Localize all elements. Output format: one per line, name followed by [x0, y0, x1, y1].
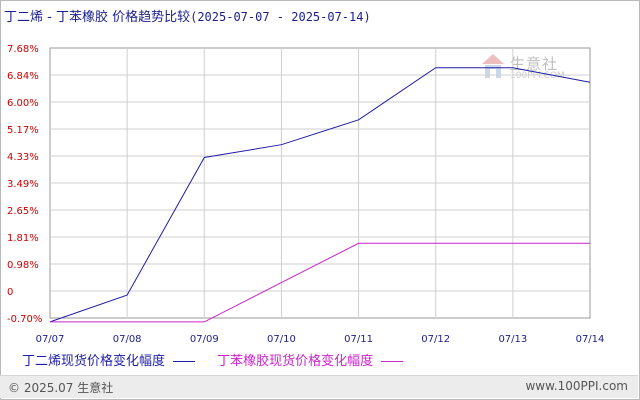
legend-label-series-1: 丁二烯现货价格变化幅度 — [22, 354, 166, 369]
x-tick-label: 07/10 — [267, 334, 296, 345]
x-tick-label: 07/09 — [190, 334, 219, 345]
series-line-1 — [49, 67, 591, 323]
watermark-logo: 生意社 100PPI.COM — [480, 52, 576, 86]
site-url: www.100PPI.com — [525, 379, 628, 393]
title-text: 丁二烯 - 丁苯橡胶 价格趋势比较 — [4, 10, 191, 25]
watermark-subtext: 100PPI.COM — [510, 71, 565, 81]
y-tick-label: 7.68% — [7, 44, 39, 55]
footer-bar: © 2025.07 生意社 www.100PPI.com — [0, 375, 638, 398]
watermark-text: 生意社 — [510, 55, 559, 73]
x-tick-label: 07/14 — [576, 334, 605, 345]
chart-title: 丁二烯 - 丁苯橡胶 价格趋势比较(2025-07-07 - 2025-07-1… — [4, 6, 371, 25]
series-line-2 — [50, 242, 590, 323]
date-range: (2025-07-07 - 2025-07-14) — [190, 10, 371, 24]
legend-item-series-2: 丁苯橡胶现货价格变化幅度 — [217, 350, 404, 369]
y-tick-label: 0.98% — [7, 260, 39, 271]
y-tick-label: 4.33% — [7, 152, 39, 163]
x-tick-label: 07/11 — [344, 334, 373, 345]
y-tick-label: 2.65% — [7, 206, 39, 217]
legend-swatch-series-2 — [381, 361, 404, 362]
copyright-text: © 2025.07 生意社 — [8, 381, 114, 395]
x-tick-label: 07/08 — [113, 334, 142, 345]
chart-legend: 丁二烯现货价格变化幅度 丁苯橡胶现货价格变化幅度 — [22, 350, 421, 369]
x-tick-label: 07/07 — [36, 334, 65, 345]
y-tick-label: 3.49% — [7, 179, 39, 190]
y-tick-label: 0 — [7, 287, 13, 298]
legend-item-series-1: 丁二烯现货价格变化幅度 — [22, 350, 196, 369]
legend-swatch-series-1 — [173, 361, 196, 362]
y-tick-label: 1.81% — [7, 233, 39, 244]
x-tick-label: 07/12 — [421, 334, 450, 345]
y-tick-label: 5.17% — [7, 125, 39, 136]
x-tick-label: 07/13 — [498, 334, 527, 345]
y-tick-label: -0.70% — [7, 314, 42, 325]
y-tick-label: 6.84% — [7, 71, 39, 82]
legend-label-series-2: 丁苯橡胶现货价格变化幅度 — [217, 354, 374, 369]
y-tick-label: 6.00% — [7, 98, 39, 109]
